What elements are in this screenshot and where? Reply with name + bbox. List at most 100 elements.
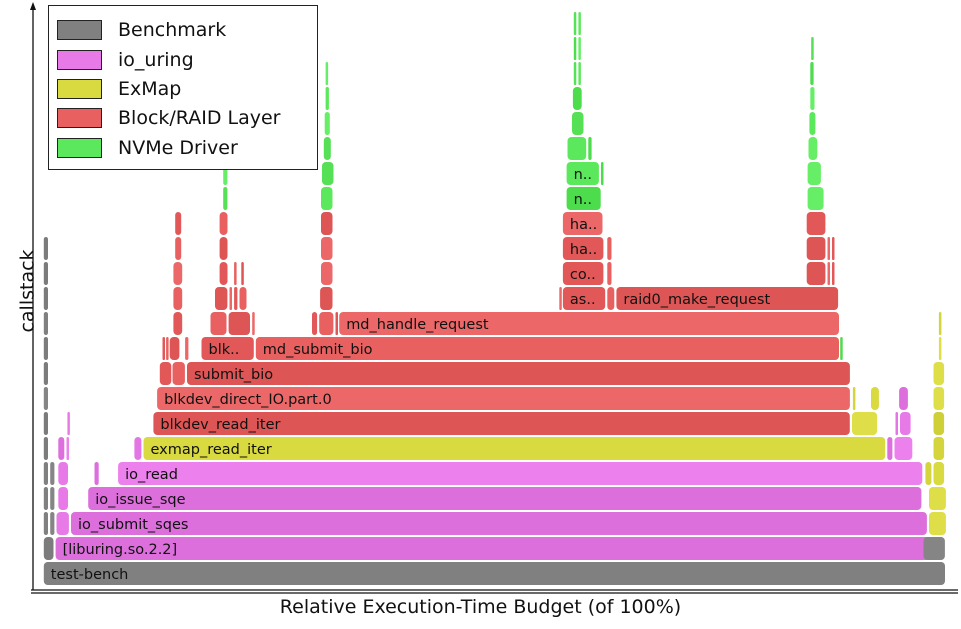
frame-unlabeled[interactable] xyxy=(50,462,55,485)
frame-unlabeled[interactable] xyxy=(321,262,333,285)
frame-unlabeled[interactable] xyxy=(578,12,581,35)
frame-unlabeled[interactable] xyxy=(319,312,334,335)
frame-unlabeled[interactable] xyxy=(807,162,821,185)
frame-submit-bio[interactable] xyxy=(187,362,850,385)
frame-unlabeled[interactable] xyxy=(43,437,48,460)
frame-unlabeled[interactable] xyxy=(228,312,250,335)
frame-unlabeled[interactable] xyxy=(58,487,68,510)
frame-n[interactable] xyxy=(566,162,599,185)
frame-unlabeled[interactable] xyxy=(166,337,169,360)
frame-unlabeled[interactable] xyxy=(808,137,818,160)
frame-unlabeled[interactable] xyxy=(159,362,172,385)
frame-unlabeled[interactable] xyxy=(933,412,945,435)
frame-unlabeled[interactable] xyxy=(219,262,228,285)
frame-unlabeled[interactable] xyxy=(223,187,228,210)
frame-co[interactable] xyxy=(562,262,604,285)
frame-unlabeled[interactable] xyxy=(215,287,228,310)
frame-unlabeled[interactable] xyxy=(43,287,48,310)
frame-unlabeled[interactable] xyxy=(94,462,99,485)
frame-io-read[interactable] xyxy=(118,462,923,485)
frame-unlabeled[interactable] xyxy=(578,37,581,60)
frame-unlabeled[interactable] xyxy=(871,387,879,410)
frame-unlabeled[interactable] xyxy=(572,87,582,110)
frame-unlabeled[interactable] xyxy=(43,537,54,560)
frame-unlabeled[interactable] xyxy=(66,437,70,460)
frame-unlabeled[interactable] xyxy=(807,187,824,210)
frame-unlabeled[interactable] xyxy=(172,362,185,385)
frame-md-submit-bio[interactable] xyxy=(255,337,840,360)
frame-test-bench[interactable] xyxy=(43,562,946,585)
frame-unlabeled[interactable] xyxy=(852,387,856,410)
frame-unlabeled[interactable] xyxy=(43,412,48,435)
frame-unlabeled[interactable] xyxy=(43,487,48,510)
frame-io-submit-sqes[interactable] xyxy=(71,512,927,535)
frame-unlabeled[interactable] xyxy=(325,87,329,110)
frame-unlabeled[interactable] xyxy=(324,112,330,135)
frame-unlabeled[interactable] xyxy=(900,412,911,435)
frame-unlabeled[interactable] xyxy=(810,87,815,110)
frame-unlabeled[interactable] xyxy=(567,137,587,160)
frame-unlabeled[interactable] xyxy=(852,412,878,435)
frame-unlabeled[interactable] xyxy=(933,437,945,460)
frame-unlabeled[interactable] xyxy=(929,487,946,510)
frame-unlabeled[interactable] xyxy=(929,512,946,535)
frame-unlabeled[interactable] xyxy=(321,237,333,260)
frame-unlabeled[interactable] xyxy=(185,337,189,360)
frame-unlabeled[interactable] xyxy=(210,312,227,335)
frame-unlabeled[interactable] xyxy=(806,237,826,260)
frame-unlabeled[interactable] xyxy=(219,237,228,260)
frame-unlabeled[interactable] xyxy=(312,312,318,335)
frame-unlabeled[interactable] xyxy=(169,337,180,360)
frame-unlabeled[interactable] xyxy=(234,287,238,310)
frame-blkdev-read-iter[interactable] xyxy=(153,412,850,435)
frame-ha[interactable] xyxy=(562,237,604,260)
frame-unlabeled[interactable] xyxy=(58,462,68,485)
frame-unlabeled[interactable] xyxy=(323,137,331,160)
frame-unlabeled[interactable] xyxy=(322,162,334,185)
frame-md-handle-request[interactable] xyxy=(339,312,839,335)
frame-ha[interactable] xyxy=(562,212,603,235)
frame-unlabeled[interactable] xyxy=(588,137,592,160)
frame-unlabeled[interactable] xyxy=(234,262,237,285)
frame-unlabeled[interactable] xyxy=(827,237,831,260)
frame-io-issue-sqe[interactable] xyxy=(88,487,922,510)
frame-unlabeled[interactable] xyxy=(578,62,581,85)
frame-unlabeled[interactable] xyxy=(832,262,835,285)
frame-unlabeled[interactable] xyxy=(43,237,48,260)
frame-blkdev-direct-IO-part-0[interactable] xyxy=(157,387,850,410)
frame-unlabeled[interactable] xyxy=(573,12,577,35)
frame-unlabeled[interactable] xyxy=(925,462,932,485)
frame-unlabeled[interactable] xyxy=(43,337,48,360)
frame-exmap-read-iter[interactable] xyxy=(143,437,886,460)
frame-unlabeled[interactable] xyxy=(607,287,615,310)
frame-unlabeled[interactable] xyxy=(325,62,329,85)
frame--liburing-so-2-2[interactable] xyxy=(55,537,931,560)
frame-unlabeled[interactable] xyxy=(840,337,843,360)
frame-unlabeled[interactable] xyxy=(134,437,142,460)
frame-unlabeled[interactable] xyxy=(806,262,826,285)
frame-unlabeled[interactable] xyxy=(887,437,893,460)
frame-unlabeled[interactable] xyxy=(573,62,577,85)
frame-unlabeled[interactable] xyxy=(239,287,247,310)
frame-unlabeled[interactable] xyxy=(827,262,831,285)
frame-unlabeled[interactable] xyxy=(175,212,182,235)
frame-unlabeled[interactable] xyxy=(50,512,55,535)
frame-raid0-make-request[interactable] xyxy=(616,287,839,310)
frame-unlabeled[interactable] xyxy=(43,462,48,485)
frame-unlabeled[interactable] xyxy=(162,337,166,360)
frame-unlabeled[interactable] xyxy=(559,287,562,310)
frame-unlabeled[interactable] xyxy=(175,237,182,260)
frame-unlabeled[interactable] xyxy=(607,237,612,260)
frame-unlabeled[interactable] xyxy=(43,312,48,335)
frame-unlabeled[interactable] xyxy=(320,287,333,310)
frame-unlabeled[interactable] xyxy=(335,312,339,335)
frame-unlabeled[interactable] xyxy=(810,62,814,85)
frame-unlabeled[interactable] xyxy=(899,387,908,410)
frame-unlabeled[interactable] xyxy=(43,387,48,410)
frame-unlabeled[interactable] xyxy=(572,112,584,135)
frame-unlabeled[interactable] xyxy=(241,262,244,285)
frame-unlabeled[interactable] xyxy=(173,287,183,310)
frame-unlabeled[interactable] xyxy=(806,212,826,235)
frame-unlabeled[interactable] xyxy=(43,512,48,535)
frame-unlabeled[interactable] xyxy=(229,287,233,310)
